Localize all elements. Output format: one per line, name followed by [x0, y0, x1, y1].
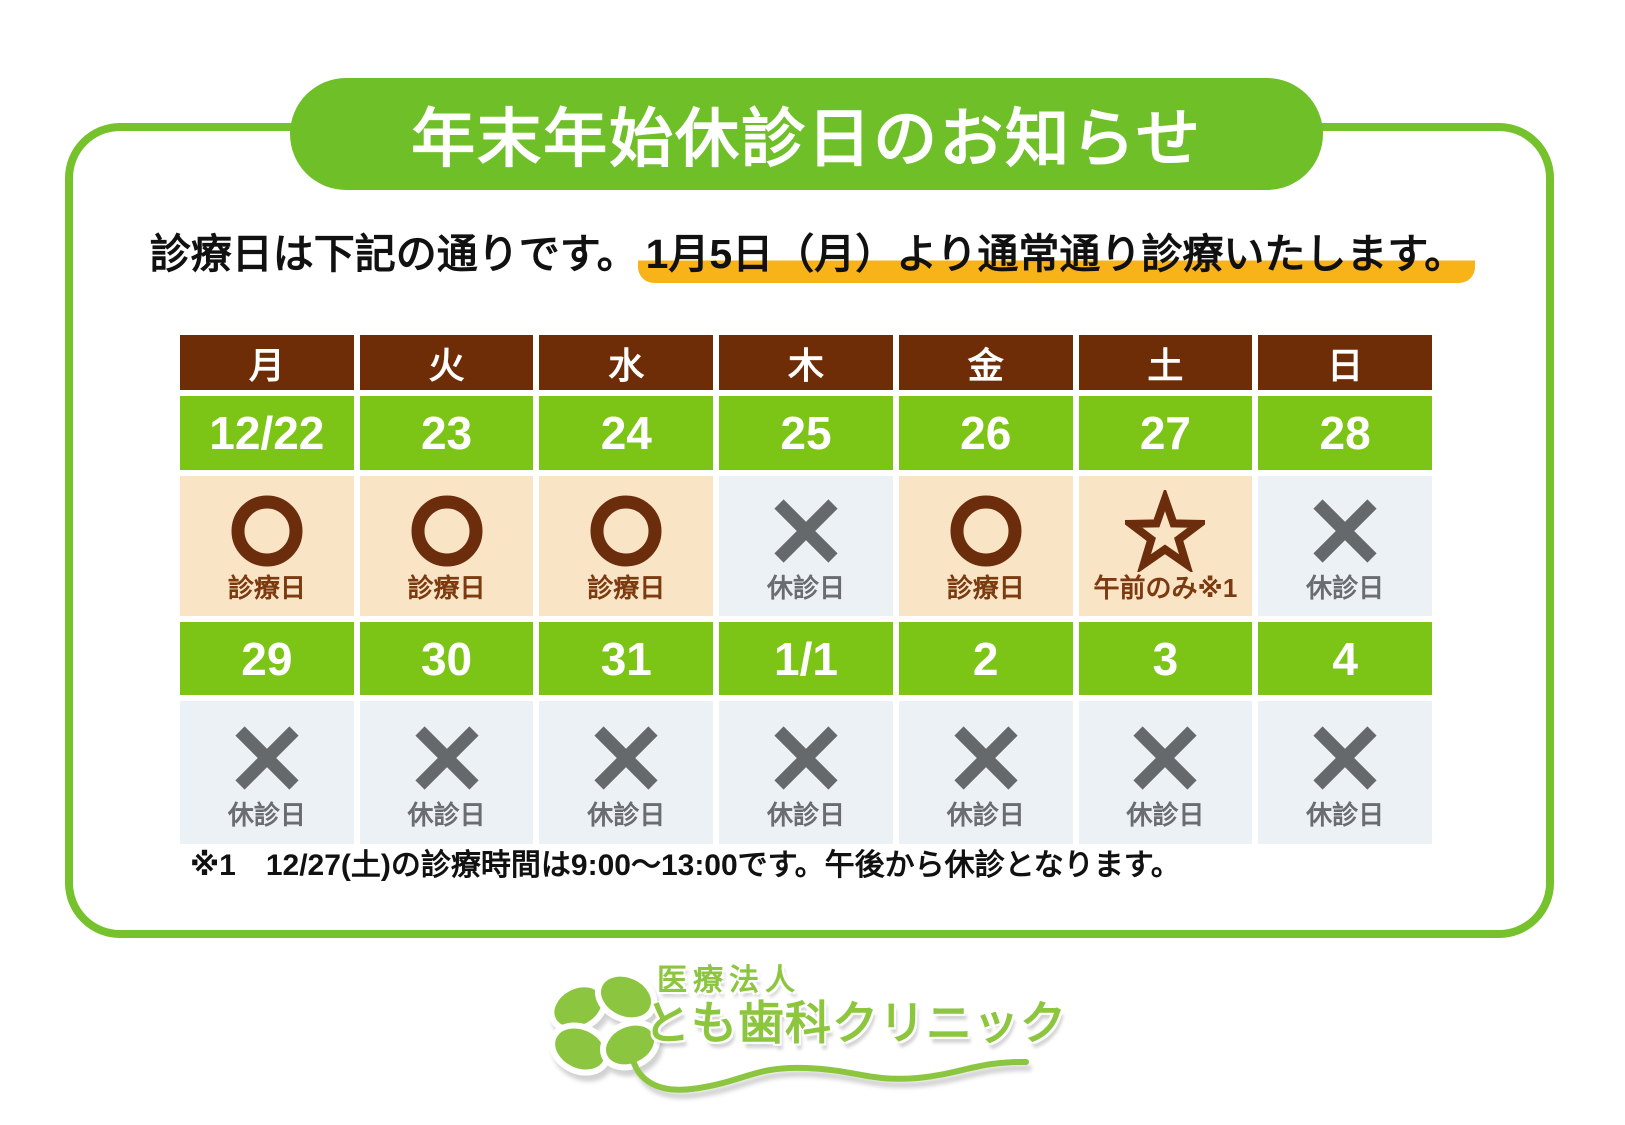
- day-header-thu: 木: [719, 335, 893, 390]
- status-cell: 休診日: [180, 701, 354, 844]
- date-cell: 4: [1258, 622, 1432, 695]
- subtitle: 診療日は下記の通りです。 1月5日（月）より通常通り診療いたします。: [0, 220, 1625, 283]
- status-label: 休診日: [1126, 799, 1205, 830]
- holiday-calendar: 月 火 水 木 金 土 日 12/22 23 24 25 26 27 28 診療…: [180, 335, 1432, 844]
- circle-icon: [946, 491, 1026, 571]
- cross-icon: [407, 718, 487, 798]
- status-label: 休診日: [766, 799, 845, 830]
- cross-icon: [227, 718, 307, 798]
- cross-icon: [946, 718, 1026, 798]
- status-cell: 休診日: [1258, 701, 1432, 844]
- status-cell: 休診日: [719, 476, 893, 616]
- clinic-logo: 医療法人 とも歯科クリニック: [540, 945, 1120, 1105]
- status-label: 休診日: [587, 799, 666, 830]
- date-cell: 2: [898, 622, 1073, 695]
- day-header-fri: 金: [898, 335, 1073, 390]
- cross-icon: [766, 491, 846, 571]
- status-cell: 休診日: [359, 701, 534, 844]
- status-label: 休診日: [766, 573, 845, 603]
- day-header-sun: 日: [1258, 335, 1432, 390]
- day-header-tue: 火: [359, 335, 534, 390]
- status-label: 午前のみ※1: [1093, 573, 1238, 603]
- page-title: 年末年始休診日のお知らせ: [411, 103, 1202, 175]
- status-cell: 診療日: [359, 476, 534, 616]
- status-label: 休診日: [227, 799, 306, 830]
- date-cell: 30: [359, 622, 534, 695]
- status-cell: 休診日: [1258, 476, 1432, 616]
- date-cell: 28: [1258, 396, 1432, 470]
- cross-icon: [586, 718, 666, 798]
- day-header-mon: 月: [180, 335, 354, 390]
- subtitle-plain-text: 診療日は下記の通りです。: [149, 231, 638, 277]
- status-label: 休診日: [1306, 799, 1385, 830]
- status-label: 診療日: [946, 573, 1025, 603]
- logo-corporation-text: 医療法人: [657, 964, 801, 997]
- logo-clinic-name-text: とも歯科クリニック: [644, 997, 1067, 1049]
- status-cell: 診療日: [898, 476, 1073, 616]
- status-label: 診療日: [587, 573, 666, 603]
- day-header-wed: 水: [539, 335, 714, 390]
- status-label: 診療日: [227, 573, 306, 603]
- status-label: 休診日: [946, 799, 1025, 830]
- status-cell: 休診日: [719, 701, 893, 844]
- status-cell: 診療日: [539, 476, 714, 616]
- status-label: 診療日: [407, 573, 486, 603]
- date-cell: 1/1: [719, 622, 893, 695]
- status-cell: 休診日: [1078, 701, 1253, 844]
- date-cell: 3: [1078, 622, 1253, 695]
- circle-icon: [227, 491, 307, 571]
- cross-icon: [1125, 718, 1205, 798]
- date-cell: 12/22: [180, 396, 354, 470]
- date-cell: 25: [719, 396, 893, 470]
- footnote: ※1 12/27(土)の診療時間は9:00～13:00です。午後から休診となりま…: [190, 849, 1181, 882]
- star-icon: [1125, 490, 1206, 572]
- date-cell: 31: [539, 622, 714, 695]
- status-cell: 午前のみ※1: [1078, 476, 1253, 616]
- circle-icon: [407, 491, 487, 571]
- status-cell: 診療日: [180, 476, 354, 616]
- date-cell: 29: [180, 622, 354, 695]
- cross-icon: [1305, 491, 1385, 571]
- status-label: 休診日: [1306, 573, 1385, 603]
- status-cell: 休診日: [898, 701, 1073, 844]
- cross-icon: [766, 718, 846, 798]
- date-cell: 23: [359, 396, 534, 470]
- date-cell: 27: [1078, 396, 1253, 470]
- subtitle-highlighted-text: 1月5日（月）より通常通り診療いたします。: [637, 231, 1476, 283]
- date-cell: 24: [539, 396, 714, 470]
- status-label: 休診日: [407, 799, 486, 830]
- title-banner: 年末年始休診日のお知らせ: [290, 78, 1323, 190]
- four-leaf-clover-icon: [548, 970, 1029, 1093]
- date-cell: 26: [898, 396, 1073, 470]
- status-cell: 休診日: [539, 701, 714, 844]
- circle-icon: [586, 491, 666, 571]
- day-header-sat: 土: [1078, 335, 1253, 390]
- cross-icon: [1305, 718, 1385, 798]
